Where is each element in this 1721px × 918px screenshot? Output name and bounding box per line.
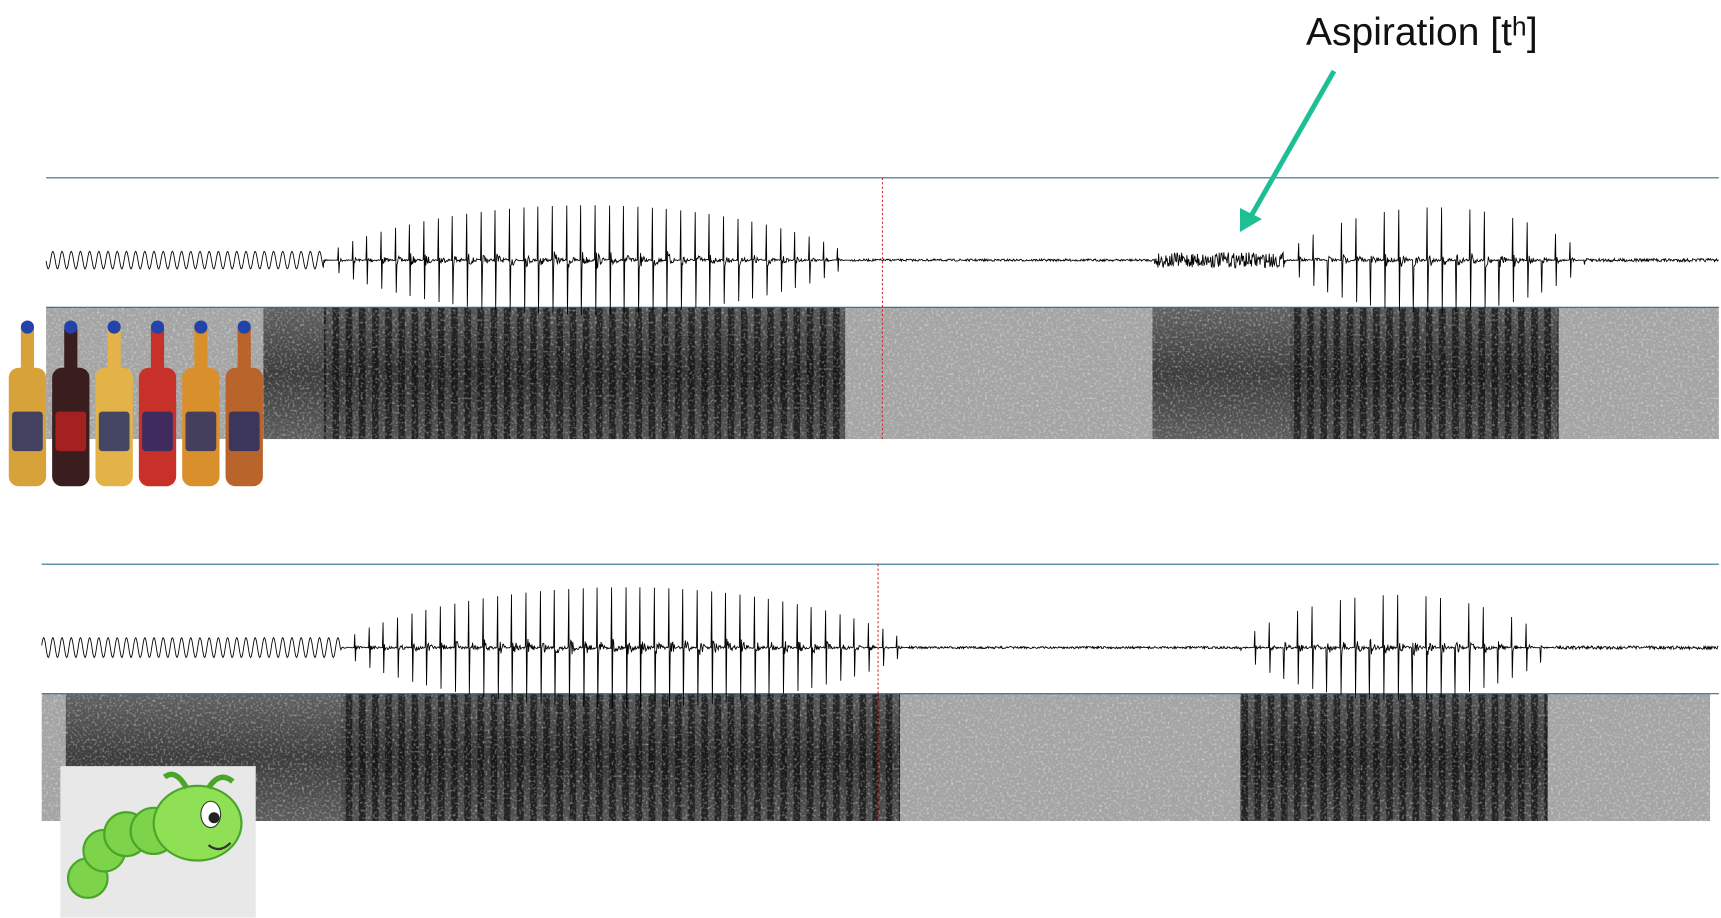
bottle-neck xyxy=(194,324,208,375)
caterpillar-mouth xyxy=(207,842,232,851)
bottle-label xyxy=(228,411,260,452)
spectrogram-noise xyxy=(41,693,1711,822)
caterpillar-antenna xyxy=(162,771,235,790)
bottle-neck xyxy=(64,324,78,375)
bottle-cap xyxy=(150,320,165,334)
bottle-label xyxy=(55,411,87,452)
annotation-arrow xyxy=(1247,69,1337,220)
slide-content xyxy=(8,177,1719,918)
bottle-neck xyxy=(107,324,121,375)
bottle-label xyxy=(12,411,43,452)
bottle-cap xyxy=(237,320,251,334)
bottle-neck xyxy=(150,324,165,375)
bottle-label xyxy=(98,411,130,452)
bottle-label xyxy=(142,411,173,452)
caterpillar-pupil xyxy=(208,812,220,824)
bottle-label xyxy=(185,411,217,452)
waveform xyxy=(41,587,1719,708)
caterpillar-head xyxy=(152,784,243,862)
bottle-neck xyxy=(237,324,251,375)
annotation-label: Aspiration [tʰ] xyxy=(1306,11,1538,54)
bottle-cap xyxy=(64,320,78,334)
bottle-cap xyxy=(107,320,121,334)
waveform xyxy=(45,205,1719,316)
bottle-cap xyxy=(194,320,208,334)
bottle-neck xyxy=(20,324,35,375)
arrow-head xyxy=(1240,208,1262,232)
bottle-cap xyxy=(20,320,35,334)
